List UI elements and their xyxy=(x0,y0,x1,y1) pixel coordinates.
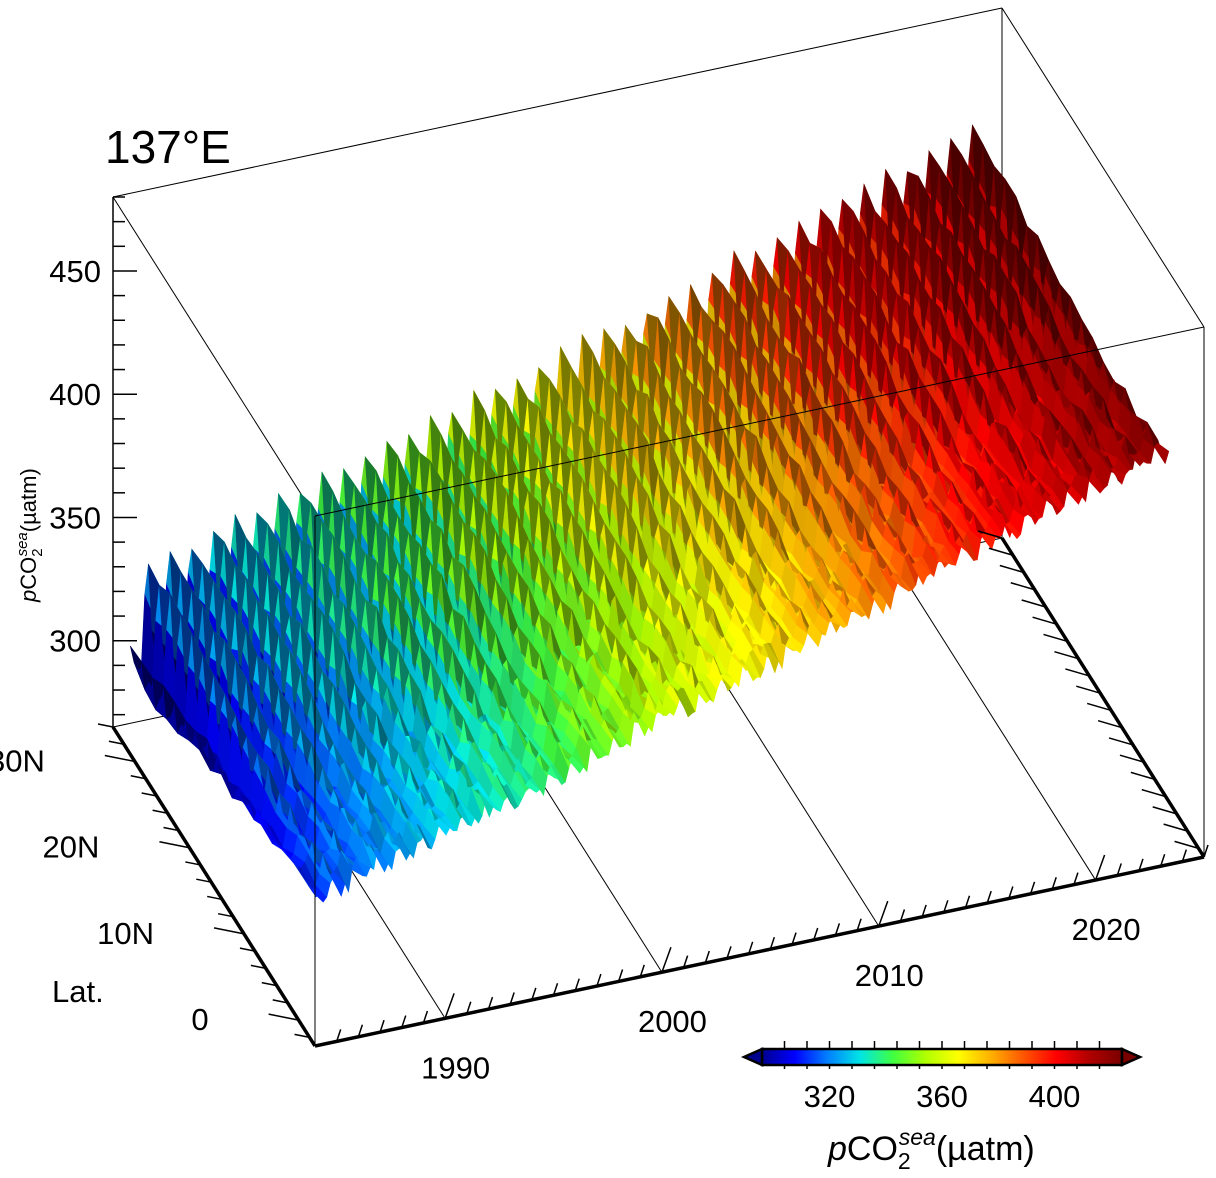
z-tick-label: 350 xyxy=(49,500,101,535)
z-tick-label: 400 xyxy=(49,377,101,412)
cb-label-unit: (µatm) xyxy=(936,1130,1035,1168)
x-tick xyxy=(1094,854,1106,881)
cb-label-base: CO xyxy=(847,1130,898,1168)
colorbar-bar xyxy=(760,1047,1124,1067)
box-edge xyxy=(112,196,316,517)
y-tick-label: 30N xyxy=(0,743,45,778)
x-tick xyxy=(661,946,672,973)
x-axis-back-edge xyxy=(1000,537,1206,858)
colorbar-tick-label: 320 xyxy=(804,1079,856,1114)
chart-title: 137°E xyxy=(105,121,231,173)
x-tick-label: 2020 xyxy=(1072,912,1141,947)
x-axis-line xyxy=(314,855,1205,1048)
x-tick xyxy=(444,993,455,1019)
x-tick-label: 1990 xyxy=(421,1050,490,1085)
box-edge xyxy=(1001,7,1205,328)
z-tick-label: 300 xyxy=(49,624,101,659)
surface-facet xyxy=(1153,443,1170,465)
cb-label-sub: 2 xyxy=(898,1148,911,1174)
colorbar-tick-label: 360 xyxy=(916,1079,968,1114)
floor-grid-line xyxy=(893,560,1097,881)
colorbar-label: pCO2sea(µatm) xyxy=(827,1124,1035,1174)
colorbar-tick-label: 400 xyxy=(1029,1079,1081,1114)
colorbar-low-arrow xyxy=(740,1047,764,1067)
z-tick-label: 450 xyxy=(49,254,101,289)
z-label-base: CO xyxy=(16,557,41,590)
cb-label-sup: sea xyxy=(899,1124,936,1150)
y-tick xyxy=(97,723,114,728)
z-label-sub: 2 xyxy=(29,548,46,556)
z-axis-label: pCO2sea(µatm) xyxy=(14,468,46,603)
z-label-sup: sea xyxy=(14,532,31,556)
colorbar: 320 360 400 xyxy=(740,1041,1144,1114)
box-edge xyxy=(112,7,1003,198)
z-label-unit: (µatm) xyxy=(16,468,41,532)
colorbar-high-arrow xyxy=(1120,1047,1144,1067)
y-axis-label: Lat. xyxy=(52,974,104,1009)
cb-label-prefix: p xyxy=(827,1130,847,1168)
y-tick-label: 0 xyxy=(191,1002,208,1037)
y-tick-label: 20N xyxy=(43,830,100,865)
y-tick-label: 10N xyxy=(97,916,154,951)
z-label-prefix: p xyxy=(16,590,41,603)
x-tick-label: 2010 xyxy=(855,958,924,993)
pco2-surface xyxy=(130,124,1170,903)
x-tick xyxy=(878,900,889,927)
x-tick xyxy=(1203,844,1209,858)
x-tick-label: 2000 xyxy=(638,1004,707,1039)
